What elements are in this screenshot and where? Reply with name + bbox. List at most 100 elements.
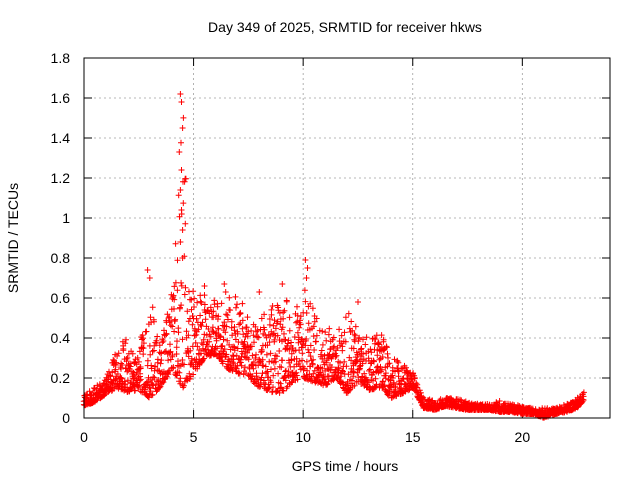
data-point bbox=[267, 322, 273, 328]
data-point bbox=[198, 299, 204, 305]
data-point bbox=[190, 288, 196, 294]
data-point bbox=[179, 207, 185, 213]
data-point bbox=[308, 343, 314, 349]
data-point bbox=[124, 355, 130, 361]
data-point bbox=[287, 314, 293, 320]
data-point bbox=[167, 341, 173, 347]
data-point bbox=[165, 357, 171, 363]
data-point bbox=[145, 358, 151, 364]
data-point bbox=[239, 326, 245, 332]
data-point bbox=[273, 389, 279, 395]
data-point bbox=[180, 200, 186, 206]
y-tick-label: 0.4 bbox=[51, 330, 71, 346]
x-tick-label: 10 bbox=[295, 429, 311, 445]
data-point bbox=[154, 334, 160, 340]
y-tick-label: 1.6 bbox=[51, 90, 71, 106]
y-tick-label: 0.2 bbox=[51, 370, 71, 386]
data-point bbox=[179, 99, 185, 105]
data-point bbox=[299, 350, 305, 356]
data-point bbox=[236, 311, 242, 317]
data-point bbox=[254, 370, 260, 376]
y-axis-label: SRMTID / TECUs bbox=[5, 183, 21, 293]
y-tick-label: 1.8 bbox=[51, 50, 71, 66]
data-point bbox=[305, 347, 311, 353]
data-point bbox=[244, 324, 250, 330]
data-point bbox=[179, 167, 185, 173]
data-point bbox=[202, 292, 208, 298]
data-point bbox=[224, 312, 230, 318]
y-tick-label: 1 bbox=[62, 210, 70, 226]
data-point bbox=[173, 280, 179, 286]
data-point bbox=[219, 300, 225, 306]
data-point bbox=[143, 329, 149, 335]
data-point bbox=[171, 283, 177, 289]
data-point bbox=[319, 348, 325, 354]
data-point bbox=[176, 192, 182, 198]
data-point bbox=[234, 301, 240, 307]
data-point bbox=[323, 338, 329, 344]
data-point bbox=[197, 313, 203, 319]
data-point bbox=[193, 332, 199, 338]
data-point bbox=[177, 306, 183, 312]
data-point bbox=[279, 357, 285, 363]
data-point bbox=[326, 326, 332, 332]
data-point bbox=[182, 292, 188, 298]
data-point bbox=[158, 357, 164, 363]
data-point bbox=[203, 316, 209, 322]
data-point bbox=[158, 361, 164, 367]
data-point bbox=[202, 283, 208, 289]
data-point bbox=[145, 267, 151, 273]
data-point bbox=[180, 115, 186, 121]
data-point bbox=[176, 329, 182, 335]
data-points bbox=[81, 91, 587, 421]
data-point bbox=[174, 344, 180, 350]
y-tick-label: 0.6 bbox=[51, 290, 71, 306]
y-tick-label: 1.4 bbox=[51, 130, 71, 146]
data-point bbox=[304, 275, 310, 281]
data-point bbox=[294, 304, 300, 310]
data-point bbox=[253, 352, 259, 358]
data-point bbox=[233, 294, 239, 300]
data-point bbox=[259, 348, 265, 354]
data-point bbox=[180, 125, 186, 131]
data-point bbox=[346, 311, 352, 317]
data-point bbox=[284, 299, 290, 305]
data-point bbox=[182, 221, 188, 227]
data-point bbox=[177, 375, 183, 381]
data-point bbox=[355, 299, 361, 305]
data-point bbox=[178, 280, 184, 286]
x-tick-label: 20 bbox=[515, 429, 531, 445]
data-point bbox=[342, 329, 348, 335]
data-point bbox=[150, 304, 156, 310]
data-point bbox=[174, 287, 180, 293]
data-point bbox=[336, 326, 342, 332]
data-point bbox=[227, 307, 233, 313]
data-point bbox=[223, 289, 229, 295]
y-tick-label: 1.2 bbox=[51, 170, 71, 186]
chart-title: Day 349 of 2025, SRMTID for receiver hkw… bbox=[208, 19, 482, 35]
data-point bbox=[237, 311, 243, 317]
data-point bbox=[353, 324, 359, 330]
y-tick-label: 0 bbox=[62, 410, 70, 426]
data-point bbox=[245, 314, 251, 320]
data-point bbox=[177, 91, 183, 97]
data-point bbox=[178, 140, 184, 146]
srmtid-chart: Day 349 of 2025, SRMTID for receiver hkw… bbox=[0, 0, 640, 480]
data-point bbox=[295, 330, 301, 336]
data-point bbox=[140, 351, 146, 357]
data-point bbox=[348, 319, 354, 325]
data-point bbox=[233, 305, 239, 311]
x-tick-label: 0 bbox=[80, 429, 88, 445]
data-point bbox=[175, 358, 181, 364]
data-point bbox=[226, 295, 232, 301]
x-tick-label: 5 bbox=[190, 429, 198, 445]
data-point bbox=[223, 311, 229, 317]
data-point bbox=[183, 176, 189, 182]
data-point bbox=[176, 149, 182, 155]
x-axis-label: GPS time / hours bbox=[292, 458, 399, 474]
data-point bbox=[304, 359, 310, 365]
data-point bbox=[343, 314, 349, 320]
data-point bbox=[385, 355, 391, 361]
x-tick-label: 15 bbox=[405, 429, 421, 445]
data-point bbox=[320, 342, 326, 348]
